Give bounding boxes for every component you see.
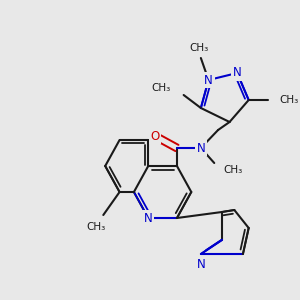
Text: CH₃: CH₃ xyxy=(151,83,170,93)
Text: N: N xyxy=(196,259,205,272)
Text: O: O xyxy=(150,130,160,142)
Text: CH₃: CH₃ xyxy=(86,222,105,232)
Text: N: N xyxy=(196,142,205,154)
Text: N: N xyxy=(233,67,242,80)
Text: CH₃: CH₃ xyxy=(224,165,243,175)
Text: N: N xyxy=(144,212,153,224)
Text: CH₃: CH₃ xyxy=(279,95,298,105)
Text: N: N xyxy=(204,74,213,86)
Text: CH₃: CH₃ xyxy=(189,43,208,53)
